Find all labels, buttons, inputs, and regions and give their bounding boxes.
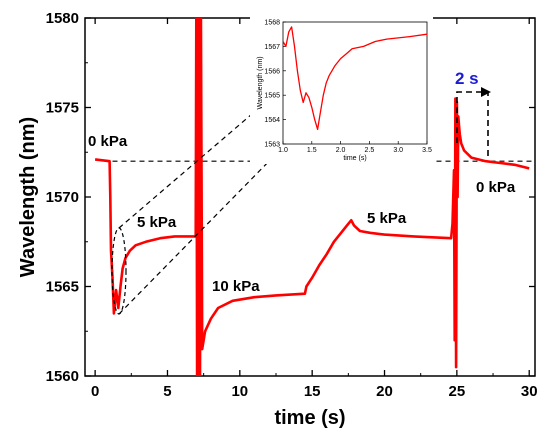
y-axis-title: Wavelength (nm) [17,117,39,277]
inset-x-tick-label-2: 2.0 [336,147,346,154]
x-tick-label-0: 0 [91,383,99,400]
inset-y-tick-label-1: 1564 [264,117,280,124]
series-line-inset [283,26,427,131]
inset-x-tick-label-5: 3.5 [422,147,432,154]
x-tick-label-5: 25 [449,383,466,400]
inset-y-tick-label-5: 1568 [264,20,280,27]
inset-x-tick-label-4: 3.0 [393,147,403,154]
inset-y-axis-title: Wavelength (nm) [257,56,264,109]
inset-y-tick-label-3: 1566 [264,68,280,75]
inset-y-tick-label-4: 1567 [264,44,280,51]
duration-bracket [456,91,489,160]
inset-background [250,16,433,164]
pressure-label-3: 5 kPa [367,210,407,227]
x-axis-title: time (s) [274,407,345,429]
x-tick-label-3: 15 [304,383,321,400]
y-tick-label-1: 1565 [46,279,79,296]
x-tick-label-2: 10 [231,383,248,400]
inset-x-tick-label-3: 2.5 [365,147,375,154]
inset-y-tick-label-0: 1563 [264,142,280,149]
duration-arrowhead [481,87,491,97]
x-tick-label-1: 5 [163,383,171,400]
pressure-label-2: 10 kPa [212,278,260,295]
pressure-label-0: 0 kPa [88,133,128,150]
x-tick-label-6: 30 [521,383,538,400]
y-tick-label-0: 1560 [46,368,79,385]
y-tick-label-2: 1570 [46,189,79,206]
annotations: 0 kPa 5 kPa 10 kPa 5 kPa 0 kPa 2 s [88,69,516,315]
x-tick-label-4: 20 [376,383,393,400]
pressure-label-1: 5 kPa [137,214,177,231]
y-tick-label-4: 1580 [46,10,79,27]
inset-y-tick-label-2: 1565 [264,93,280,100]
zoom-arrow-bottom [118,149,281,315]
inset-x-axis-title: time (s) [343,155,366,162]
y-tick-label-3: 1575 [46,100,79,117]
series-line-main [94,18,530,376]
duration-label: 2 s [455,69,479,88]
pressure-label-4: 0 kPa [476,179,516,196]
inset-x-tick-label-0: 1.0 [278,147,288,154]
inset-chart: 1.0 1.5 2.0 2.5 3.0 3.5 1563 1564 1565 1566 1567 15… [250,16,433,164]
inset-x-tick-label-1: 1.5 [307,147,317,154]
inset-frame [282,21,428,145]
